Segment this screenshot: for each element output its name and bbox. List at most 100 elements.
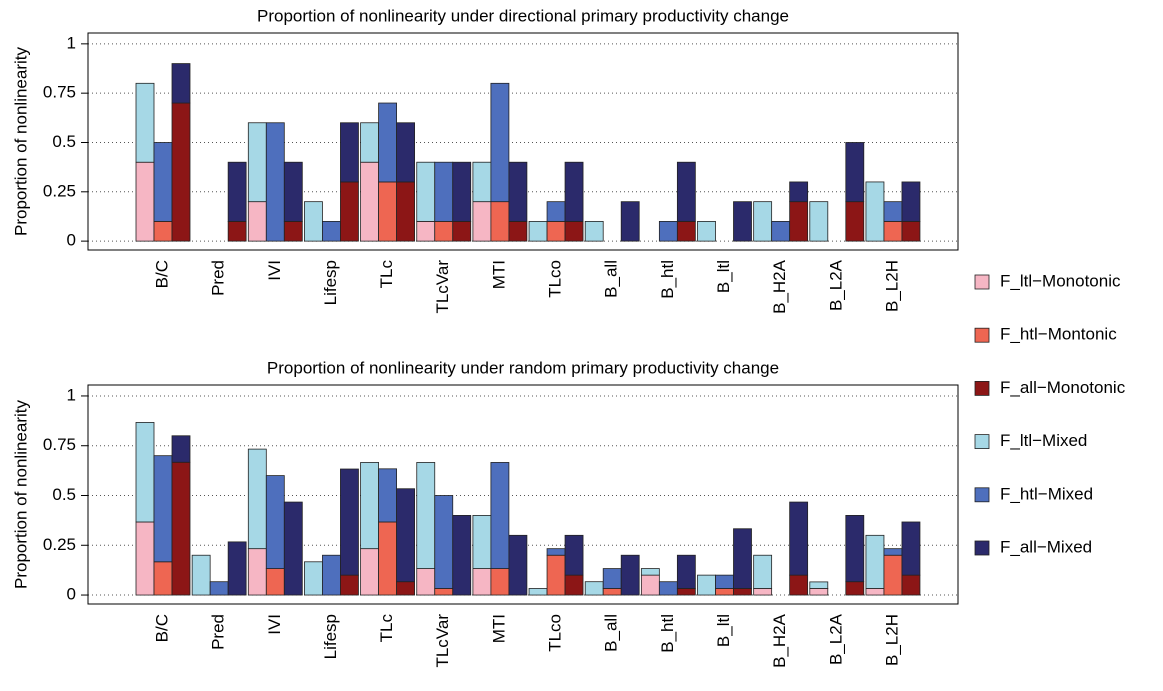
bar-segment: [265, 475, 285, 569]
x-tick-label: TLco: [546, 260, 565, 298]
plot-frame: [87, 384, 959, 605]
bar-segment: [490, 82, 510, 203]
x-tick-label: B_L2A: [826, 613, 845, 665]
bar-segment: [753, 588, 773, 596]
bar-segment: [564, 161, 584, 222]
bar-segment: [434, 220, 454, 242]
x-tick-label: B_htl: [658, 260, 677, 299]
bar-segment: [845, 515, 865, 583]
bar-segment: [789, 181, 809, 203]
bar-segment: [546, 554, 566, 596]
bar-segment: [715, 588, 734, 596]
bar-segment: [153, 142, 173, 222]
bar-segment: [171, 461, 191, 596]
bar-segment: [789, 574, 809, 596]
x-tick-label: B_ltl: [714, 260, 733, 293]
bar-segment: [360, 122, 380, 163]
bar-segment: [865, 181, 885, 242]
bar-segment: [620, 554, 640, 596]
bar-segment: [528, 588, 548, 596]
bar-segment: [845, 201, 865, 242]
y-tick-label: 0.75: [43, 83, 76, 102]
bar-segment: [771, 220, 791, 242]
x-tick-label: B_L2A: [826, 259, 845, 311]
bar-segment: [171, 435, 191, 463]
chart-title: Proportion of nonlinearity under random …: [267, 358, 779, 377]
bar-segment: [416, 220, 436, 242]
bar-segment: [733, 528, 752, 589]
bar-segment: [715, 574, 734, 589]
bar-segment: [602, 568, 622, 589]
bar-segment: [676, 220, 696, 242]
bar-segment: [283, 501, 303, 596]
x-tick-label: TLcVar: [433, 260, 452, 314]
bar-segment: [584, 220, 604, 242]
x-tick-label: Lifesp: [321, 614, 340, 659]
bar-segment: [809, 581, 829, 589]
bar-segment: [135, 161, 155, 242]
bar-segment: [360, 462, 380, 550]
bar-segment: [434, 588, 454, 596]
bar-segment: [845, 581, 865, 596]
bar-segment: [247, 448, 267, 550]
bar-segment: [472, 515, 492, 569]
x-tick-label: TLc: [377, 614, 396, 643]
legend-swatch: [974, 540, 990, 556]
bar-segment: [508, 534, 528, 596]
x-tick-label: B_L2H: [882, 260, 901, 312]
bar-segment: [697, 574, 716, 596]
bar-segment: [472, 201, 492, 242]
bar-segment: [378, 521, 398, 596]
bar-segment: [135, 422, 155, 523]
y-tick-label: 1: [67, 33, 76, 52]
bar-segment: [901, 521, 921, 576]
y-tick-label: 0: [67, 231, 76, 250]
bar-segment: [865, 588, 885, 596]
bar-segment: [171, 102, 191, 242]
bar-segment: [340, 122, 359, 183]
bar-segment: [901, 574, 921, 596]
x-tick-label: IVI: [265, 260, 284, 281]
bar-segment: [340, 574, 359, 596]
x-tick-label: B_H2A: [770, 259, 789, 314]
bar-segment: [546, 548, 566, 556]
legend-label: F_all−Mixed: [1000, 537, 1092, 556]
x-tick-label: TLcVar: [433, 614, 452, 668]
bar-segment: [452, 161, 472, 222]
bar-segment: [809, 201, 829, 242]
bar-segment: [396, 122, 416, 183]
x-tick-label: B_L2H: [882, 614, 901, 666]
bar-segment: [360, 548, 380, 596]
x-tick-label: B/C: [152, 614, 171, 642]
bar-segment: [789, 501, 809, 576]
x-tick-label: MTI: [489, 260, 508, 289]
bar-segment: [546, 220, 566, 242]
bar-segment: [809, 588, 829, 596]
bar-segment: [508, 161, 528, 222]
legend-label: F_all−Monotonic: [1000, 378, 1126, 397]
x-tick-label: TLc: [377, 260, 396, 289]
bar-segment: [845, 142, 865, 203]
bar-segment: [753, 554, 773, 589]
bar-segment: [135, 521, 155, 596]
bar-segment: [378, 468, 398, 523]
bar-segment: [396, 488, 416, 583]
bar-segment: [209, 581, 229, 596]
x-tick-label: TLco: [546, 614, 565, 652]
bar-segment: [396, 181, 416, 242]
bar-segment: [416, 568, 436, 596]
y-axis-label: Proportion of nonlinearity: [11, 400, 30, 590]
bar-segment: [340, 468, 359, 576]
bar-segment: [416, 161, 436, 222]
bar-segment: [135, 82, 155, 163]
bar-segment: [901, 220, 921, 242]
bar-segment: [227, 161, 247, 222]
y-tick-label: 0.75: [43, 435, 76, 454]
y-tick-label: 0: [67, 585, 76, 604]
bar-segment: [283, 220, 303, 242]
bar-segment: [865, 534, 885, 589]
bar-segment: [490, 568, 510, 596]
y-axis-label: Proportion of nonlinearity: [11, 47, 30, 237]
bar-segment: [546, 201, 566, 222]
